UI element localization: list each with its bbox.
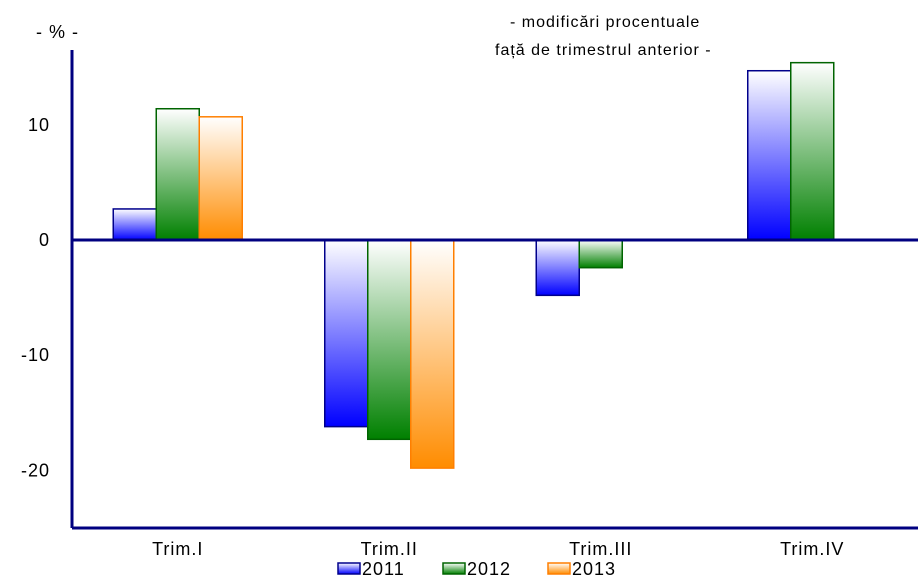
y-tick-label: -20 [21,460,50,480]
bar-2013-trimii [410,239,455,469]
y-axis-ticks: 10 0 -10 -20 [21,115,50,481]
bar-2012-trimii [367,239,412,441]
x-tick-label: Trim.II [361,539,418,559]
unit-label: - % - [36,22,79,42]
y-tick-label: -10 [21,345,50,365]
bar-2012-trimi [155,107,200,241]
legend-swatch-2012 [442,562,466,575]
legend-swatch-2013 [547,562,571,575]
bar-2011-trimiii [535,239,580,297]
bar-2011-trimii [324,239,369,428]
legend-label-2011: 2011 [362,559,405,579]
legend-swatch-2011 [337,562,361,575]
bar-2011-trimiv [747,69,792,241]
bar-2011-trimi [112,208,157,241]
legend-label-2013: 2013 [572,559,616,579]
x-tick-label: Trim.III [569,539,632,559]
x-axis-labels: Trim.I Trim.II Trim.III Trim.IV [152,539,844,559]
y-tick-label: 10 [28,115,50,135]
legend-label-2012: 2012 [467,559,511,579]
bars-group [112,61,835,469]
chart-note-line-1: - modificări procentuale [510,14,700,31]
chart-note-line-2: față de trimestrul anterior - [495,42,712,59]
bar-2013-trimi [198,116,243,241]
y-tick-label: 0 [39,230,50,250]
x-tick-label: Trim.I [152,539,203,559]
x-tick-label: Trim.IV [780,539,844,559]
bar-2012-trimiii [578,239,623,269]
bar-2012-trimiv [790,61,835,241]
legend: 2011 2012 2013 [337,559,616,579]
